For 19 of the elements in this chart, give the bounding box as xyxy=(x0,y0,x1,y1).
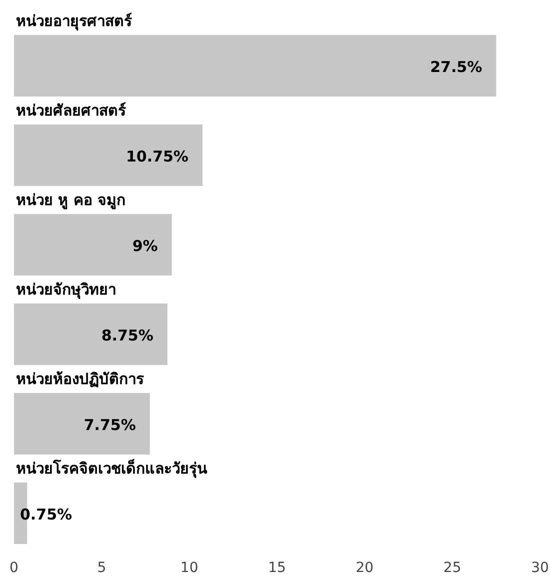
x-tick-label: 10 xyxy=(180,560,198,576)
x-tick-label: 20 xyxy=(356,560,374,576)
data-label: 0.75% xyxy=(20,505,72,524)
x-tick-label: 25 xyxy=(443,560,462,576)
y-tick-label: หน่วยห้องปฏิบัติการ xyxy=(16,370,145,388)
x-tick-label: 15 xyxy=(268,560,286,576)
data-label: 8.75% xyxy=(101,326,154,344)
x-tick-label: 30 xyxy=(531,560,549,576)
data-label: 10.75% xyxy=(126,147,188,166)
data-label: 9% xyxy=(132,236,158,255)
y-tick-label: หน่วยโรคจิตเวชเด็กและวัยรุ่น xyxy=(16,458,208,478)
data-label: 27.5% xyxy=(430,58,482,76)
x-tick-label: 0 xyxy=(10,560,18,576)
y-tick-label: หน่วยจักษุวิทยา xyxy=(16,280,116,300)
y-tick-label: หน่วยอายุรศาสตร์ xyxy=(16,12,133,31)
x-tick-label: 5 xyxy=(97,560,106,576)
data-label: 7.75% xyxy=(84,416,136,434)
y-tick-label: หน่วยศัลยศาสตร์ xyxy=(16,102,127,120)
y-tick-label: หน่วย หู คอ จมูก xyxy=(16,191,126,210)
